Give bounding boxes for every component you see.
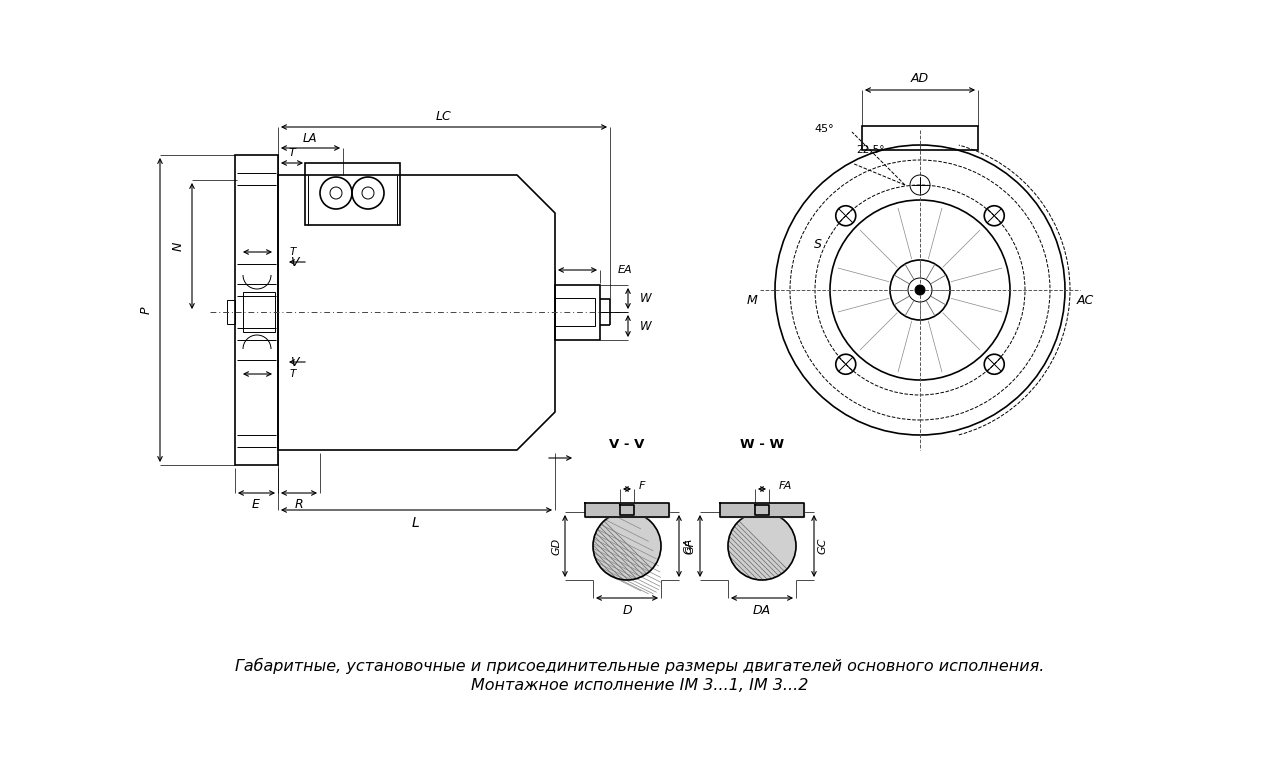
Text: W: W [640,292,652,305]
Text: V: V [290,356,299,368]
Text: S: S [815,239,822,252]
Bar [242,292,275,332]
Text: LC: LC [436,109,452,123]
Polygon shape [593,512,661,580]
Text: DA: DA [753,604,771,618]
Bar [235,155,278,465]
Polygon shape [754,505,769,515]
Text: V - V: V - V [609,437,644,450]
Text: GD: GD [550,537,561,555]
Bar [556,298,595,326]
Text: R: R [295,499,303,512]
Bar [305,163,400,225]
Bar [227,300,235,324]
Text: AD: AD [911,73,929,86]
Text: GC: GC [819,538,828,554]
Polygon shape [620,505,634,515]
Text: N: N [172,241,185,251]
Bar [556,285,600,340]
Text: W: W [640,320,652,333]
Polygon shape [720,503,804,517]
Text: E: E [251,499,260,512]
Bar [862,126,978,150]
Polygon shape [585,503,668,517]
Polygon shape [727,512,795,580]
Text: AC: AC [1076,293,1094,306]
Text: P: P [140,306,153,314]
Text: D: D [622,604,631,618]
Text: Габаритные, установочные и присоединительные размеры двигателей основного исполн: Габаритные, установочные и присоединител… [235,658,1044,674]
Text: T: T [290,369,296,379]
Text: GA: GA [683,538,693,554]
Text: M: M [747,293,757,306]
Text: EA: EA [618,265,633,275]
Text: 22.5°: 22.5° [856,145,885,155]
Text: F: F [639,481,645,491]
Text: GF: GF [686,538,695,553]
Text: T: T [289,148,295,158]
Text: 45°: 45° [815,124,834,134]
Text: LA: LA [303,131,317,145]
Text: T: T [290,247,296,257]
Text: L: L [412,516,420,530]
Text: W - W: W - W [740,437,784,450]
Circle shape [915,285,925,295]
Text: V: V [290,255,299,268]
Text: Монтажное исполнение IM 3...1, IM 3...2: Монтажное исполнение IM 3...1, IM 3...2 [471,678,808,693]
Text: FA: FA [779,481,793,491]
